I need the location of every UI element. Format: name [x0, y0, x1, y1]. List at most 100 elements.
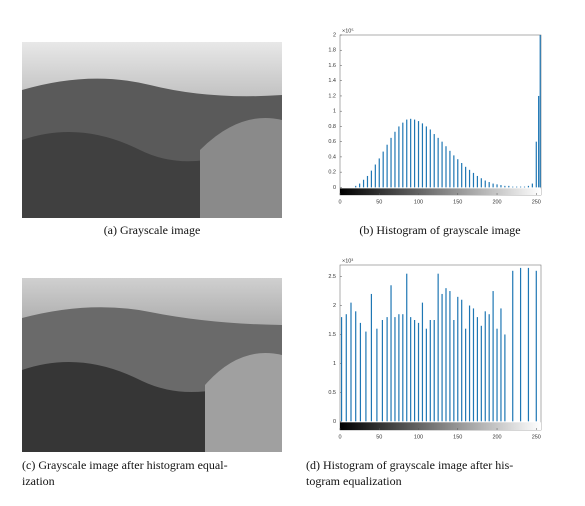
x-tick-label: 50 [376, 199, 382, 205]
y-tick-label: 1.2 [328, 93, 336, 99]
y-tick-label: 1.6 [328, 63, 336, 69]
bar [504, 334, 506, 422]
exponent-label: ×10³ [342, 258, 353, 264]
bar [445, 146, 447, 188]
bar [429, 129, 431, 188]
bar [465, 328, 467, 422]
bar [457, 296, 459, 422]
bar [516, 186, 518, 188]
x-tick-label: 200 [492, 434, 501, 440]
bar [476, 317, 479, 422]
bar [527, 185, 530, 188]
x-tick-label: 250 [532, 199, 541, 205]
colorbar [340, 422, 541, 430]
bar [484, 180, 486, 188]
bar [413, 119, 416, 188]
y-tick-label: 1.4 [328, 78, 336, 84]
x-tick-label: 200 [492, 199, 501, 205]
bar [480, 325, 482, 422]
bar [376, 328, 378, 422]
bar [535, 270, 537, 422]
photo-a [22, 42, 282, 218]
y-tick-label: 2 [333, 32, 336, 38]
bar [453, 155, 455, 188]
bar [461, 299, 463, 422]
bar [421, 123, 424, 188]
bar [480, 178, 482, 188]
bar [402, 122, 404, 188]
bar [406, 273, 408, 422]
bar [538, 95, 540, 188]
bar [472, 308, 475, 422]
x-tick-label: 150 [453, 199, 462, 205]
bar [366, 175, 369, 188]
bar [492, 291, 494, 422]
bar [362, 179, 365, 188]
bar [472, 172, 475, 188]
y-tick-label: 1 [333, 361, 336, 367]
bar [410, 118, 412, 188]
bar [468, 305, 471, 422]
bar [531, 183, 533, 188]
bar [504, 185, 506, 188]
bar [500, 308, 502, 422]
bar [406, 119, 408, 188]
bar [457, 159, 459, 188]
plot-area [339, 264, 542, 431]
bar [523, 186, 526, 188]
exponent-label: ×10⁵ [342, 27, 354, 34]
caption: (d) Histogram of grayscale image after h… [306, 458, 513, 472]
colorbar [340, 188, 541, 195]
bar [449, 291, 451, 422]
bar [441, 293, 443, 422]
bar [468, 169, 471, 188]
bar [453, 320, 455, 422]
bar [492, 183, 494, 188]
bar [398, 314, 400, 422]
y-tick-label: 0 [333, 419, 336, 425]
x-tick-label: 100 [414, 199, 423, 205]
bar [394, 131, 396, 188]
bar [461, 163, 463, 188]
bar [519, 186, 522, 188]
bar [386, 144, 388, 188]
bar [350, 302, 352, 422]
bar [527, 267, 530, 422]
caption: (c) Grayscale image after histogram equa… [22, 458, 228, 472]
bar [398, 126, 400, 188]
y-tick-label: 2.5 [328, 274, 336, 280]
bar [449, 150, 451, 188]
bar [465, 166, 467, 188]
x-tick-label: 0 [338, 199, 341, 205]
bar [437, 273, 439, 422]
bar [345, 314, 347, 422]
bar [355, 185, 357, 188]
bar [519, 267, 522, 422]
bar [394, 317, 396, 422]
caption: (b) Histogram of grayscale image [359, 223, 520, 237]
y-tick-label: 1.5 [328, 332, 336, 338]
y-tick-label: 2 [333, 303, 336, 309]
bar [535, 141, 537, 188]
bar [429, 320, 431, 422]
bar [512, 270, 514, 422]
bar [488, 182, 490, 188]
x-tick-label: 100 [414, 434, 423, 440]
bar [484, 311, 486, 422]
y-tick-label: 0.2 [328, 170, 336, 176]
bar [421, 302, 424, 422]
bar [359, 183, 361, 188]
x-tick-label: 150 [453, 434, 462, 440]
x-tick-label: 50 [376, 434, 382, 440]
bar [413, 320, 416, 422]
bar [512, 186, 514, 188]
bar [425, 126, 427, 188]
bar [496, 184, 498, 188]
y-tick-label: 1.8 [328, 48, 336, 54]
bar [374, 164, 376, 188]
bar [365, 331, 367, 422]
y-tick-label: 0 [333, 185, 336, 191]
bar [390, 285, 392, 422]
bar [370, 170, 373, 188]
